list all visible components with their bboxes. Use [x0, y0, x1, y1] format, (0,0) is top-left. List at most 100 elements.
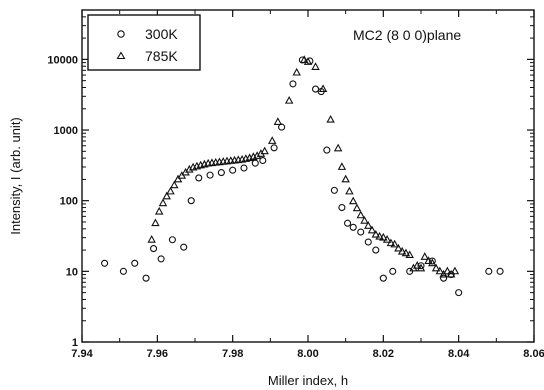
- point-785k: [292, 67, 301, 76]
- legend-marker-785k: [116, 51, 126, 60]
- plot-annotation: MC2 (8 0 0)plane: [353, 27, 461, 43]
- y-tick-label: 1000: [54, 125, 78, 137]
- y-tick-label: 10000: [47, 54, 78, 66]
- x-tick-label: 8.06: [523, 348, 544, 360]
- point-785k: [147, 235, 156, 243]
- point-300k: [206, 171, 214, 179]
- point-300k: [357, 228, 365, 236]
- point-785k: [173, 174, 183, 183]
- point-785k: [333, 143, 343, 152]
- point-785k: [450, 266, 460, 275]
- point-785k: [405, 250, 414, 259]
- legend: 300K 785K: [87, 14, 201, 71]
- point-300k: [251, 159, 259, 167]
- point-785k: [303, 57, 313, 65]
- point-300k: [289, 80, 297, 88]
- axis-ticks: [81, 10, 535, 343]
- point-785k: [386, 238, 396, 247]
- point-785k: [162, 191, 171, 200]
- point-300k: [338, 203, 346, 212]
- point-785k: [397, 246, 407, 255]
- x-tick-label: 7.96: [147, 348, 168, 360]
- point-300k: [229, 166, 237, 174]
- point-300k: [455, 289, 463, 297]
- point-785k: [341, 174, 350, 183]
- point-785k: [371, 229, 381, 238]
- point-785k: [154, 206, 164, 215]
- point-300k: [187, 197, 195, 205]
- point-785k: [170, 180, 179, 189]
- point-785k: [252, 151, 262, 159]
- point-300k: [323, 146, 331, 154]
- point-300k: [142, 274, 150, 282]
- legend-marker-300k: [117, 30, 125, 38]
- point-785k: [337, 162, 347, 170]
- point-300k: [101, 259, 109, 267]
- point-785k: [382, 235, 392, 243]
- point-785k: [394, 243, 403, 252]
- point-300k: [180, 243, 188, 251]
- point-785k: [364, 221, 373, 229]
- point-785k: [345, 186, 354, 195]
- series-785k: [147, 55, 460, 278]
- point-300k: [298, 56, 306, 64]
- point-300k: [217, 169, 225, 177]
- point-785k: [367, 225, 377, 234]
- x-tick-label: 7.94: [71, 348, 93, 360]
- point-785k: [420, 252, 430, 260]
- point-300k: [195, 174, 203, 182]
- point-785k: [375, 231, 384, 240]
- point-785k: [356, 210, 365, 219]
- point-785k: [284, 95, 294, 104]
- point-785k: [428, 258, 437, 267]
- x-tick-label: 7.98: [222, 348, 243, 360]
- point-300k: [349, 223, 357, 231]
- point-300k: [417, 262, 425, 270]
- point-785k: [158, 198, 168, 207]
- legend-label-785k: 785K: [145, 48, 178, 64]
- point-785k: [311, 62, 320, 70]
- point-785k: [326, 114, 335, 123]
- series-300k: [101, 56, 504, 297]
- point-785k: [443, 266, 452, 275]
- point-300k: [131, 259, 139, 267]
- point-785k: [151, 218, 160, 227]
- point-300k: [119, 267, 127, 275]
- point-785k: [352, 203, 362, 212]
- point-785k: [185, 164, 194, 173]
- point-300k: [428, 257, 436, 265]
- point-785k: [424, 256, 433, 264]
- point-785k: [267, 136, 277, 144]
- point-785k: [318, 84, 328, 93]
- tick-labels: 7.94 7.96 7.98 8.00 8.02 8.04 8.06 1 10 100 1000 10…: [47, 54, 544, 360]
- x-tick-label: 8.04: [448, 348, 470, 360]
- point-300k: [259, 157, 267, 165]
- point-785k: [416, 263, 426, 272]
- legend-box: [87, 14, 201, 71]
- point-785k: [431, 263, 441, 272]
- y-tick-label: 10: [66, 266, 78, 278]
- legend-label-300k: 300K: [145, 26, 178, 42]
- point-785k: [348, 196, 358, 205]
- point-785k: [435, 266, 445, 275]
- y-axis-title: Intensity, I (arb. unit): [8, 117, 23, 235]
- point-785k: [360, 216, 369, 224]
- point-785k: [379, 232, 388, 241]
- point-300k: [440, 274, 448, 282]
- point-300k: [372, 246, 380, 254]
- point-300k: [270, 144, 278, 152]
- point-785k: [273, 117, 283, 125]
- point-785k: [299, 55, 309, 63]
- point-300k: [496, 267, 504, 275]
- point-300k: [343, 219, 352, 227]
- x-tick-label: 8.00: [297, 348, 318, 360]
- point-300k: [364, 238, 372, 246]
- point-300k: [330, 186, 338, 194]
- point-300k: [150, 245, 158, 253]
- x-axis-title: Miller index, h: [268, 373, 348, 388]
- point-300k: [240, 164, 248, 172]
- point-785k: [412, 261, 422, 269]
- y-tick-label: 1: [72, 337, 78, 349]
- point-300k: [278, 123, 286, 131]
